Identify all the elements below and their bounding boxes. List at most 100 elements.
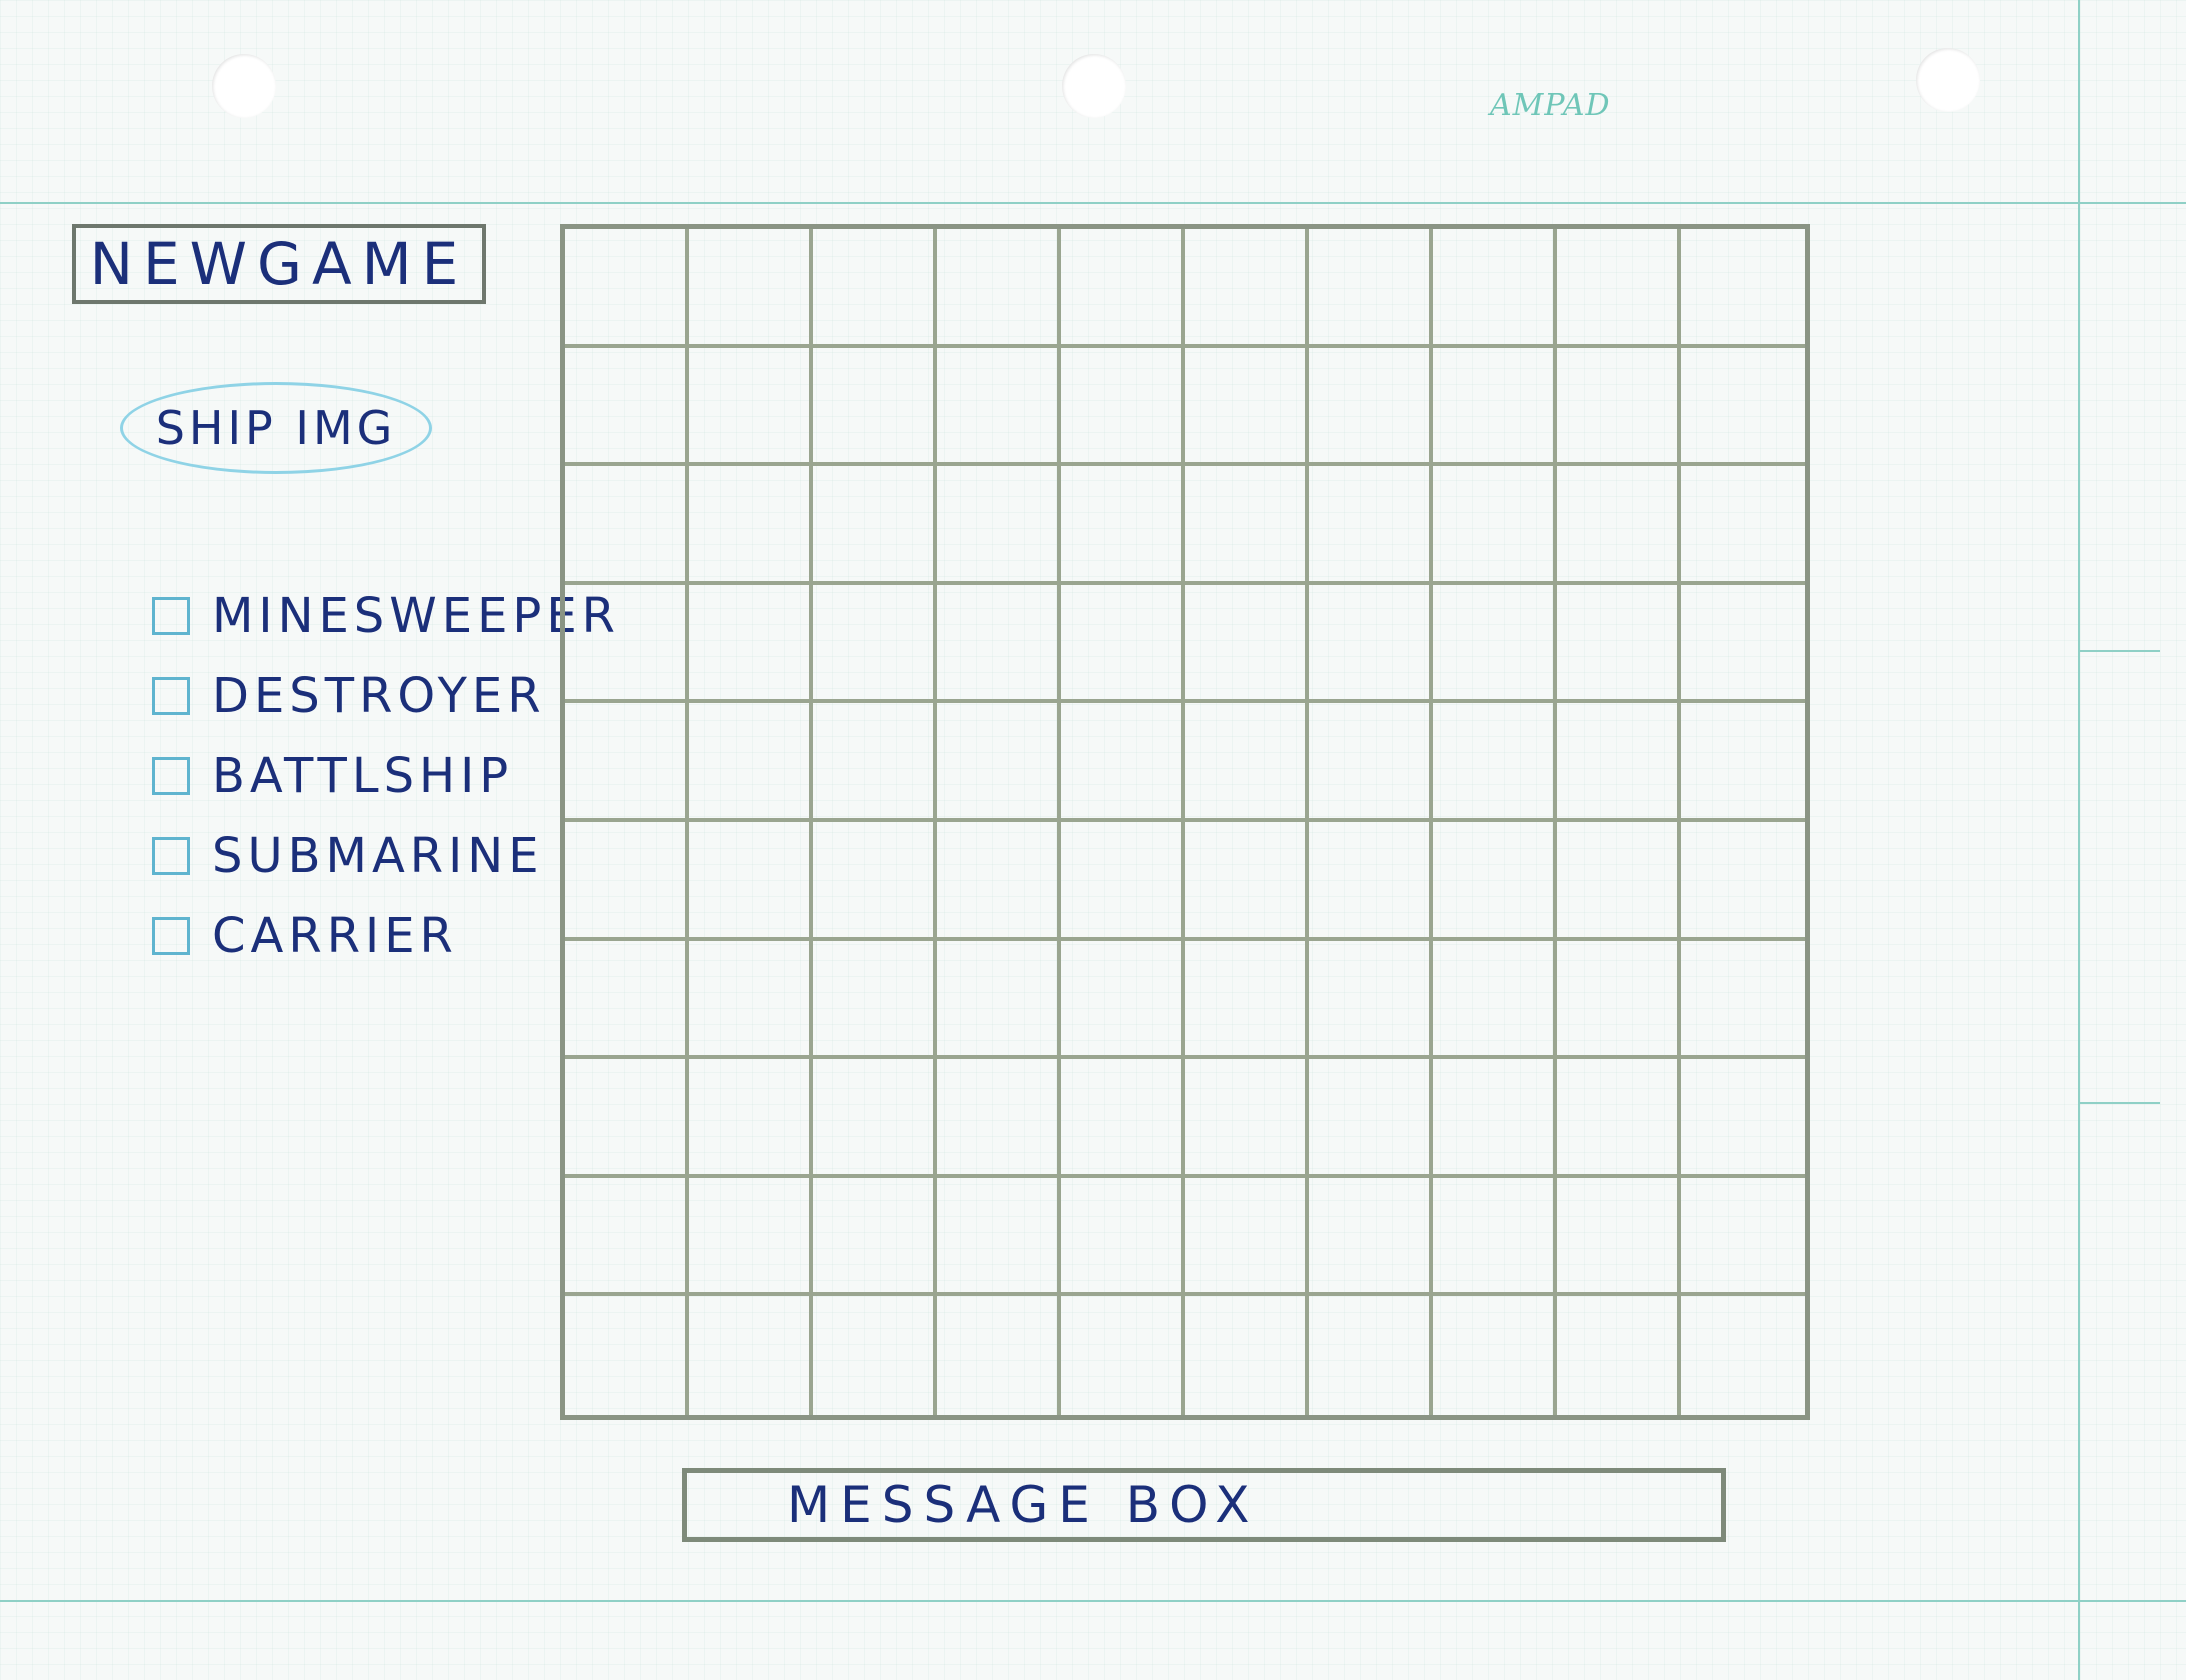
board-cell[interactable] (1309, 940, 1433, 1060)
board-cell[interactable] (1185, 1059, 1309, 1178)
checkbox[interactable] (152, 677, 190, 715)
new-game-button[interactable]: NEWGAME (72, 224, 486, 304)
ship-option-destroyer[interactable]: DESTROYER (152, 656, 620, 736)
board-cell[interactable] (813, 1177, 937, 1297)
board-cell[interactable] (1681, 585, 1805, 704)
board-cell[interactable] (1557, 1177, 1681, 1297)
board-cell[interactable] (689, 940, 813, 1060)
board-cell[interactable] (1309, 1177, 1433, 1297)
board-cell[interactable] (1557, 347, 1681, 467)
board-cell[interactable] (1557, 940, 1681, 1060)
board-cell[interactable] (937, 703, 1061, 822)
board-cell[interactable] (1185, 466, 1309, 585)
board-cell[interactable] (1309, 703, 1433, 822)
board-cell[interactable] (937, 1177, 1061, 1297)
board-cell[interactable] (1681, 822, 1805, 941)
board-cell[interactable] (1681, 703, 1805, 822)
board-cell[interactable] (1309, 1296, 1433, 1415)
board-cell[interactable] (1061, 347, 1185, 467)
board-cell[interactable] (1309, 821, 1433, 941)
board-cell[interactable] (937, 466, 1061, 585)
board-cell[interactable] (1433, 347, 1557, 467)
board-cell[interactable] (1309, 1059, 1433, 1178)
board-cell[interactable] (1185, 940, 1309, 1060)
board-cell[interactable] (1433, 1296, 1557, 1415)
board-cell[interactable] (565, 584, 689, 704)
ship-option-submarine[interactable]: SUBMARINE (152, 816, 620, 896)
board-cell[interactable] (1681, 1178, 1805, 1297)
board-cell[interactable] (1433, 1059, 1557, 1178)
board-cell[interactable] (813, 940, 937, 1060)
board-cell[interactable] (1681, 1059, 1805, 1178)
board-cell[interactable] (813, 821, 937, 941)
board-cell[interactable] (1185, 1296, 1309, 1415)
board-cell[interactable] (689, 347, 813, 467)
board-cell[interactable] (689, 1296, 813, 1415)
board-cell[interactable] (1433, 940, 1557, 1060)
board-cell[interactable] (1681, 1296, 1805, 1415)
board-cell[interactable] (1557, 1059, 1681, 1178)
board-cell[interactable] (813, 229, 937, 348)
board-cell[interactable] (1185, 1177, 1309, 1297)
board-cell[interactable] (1061, 1059, 1185, 1178)
board-cell[interactable] (1185, 229, 1309, 348)
board-cell[interactable] (689, 1059, 813, 1178)
board-cell[interactable] (1433, 821, 1557, 941)
board-cell[interactable] (1681, 348, 1805, 467)
board-cell[interactable] (689, 466, 813, 585)
board-cell[interactable] (1309, 466, 1433, 585)
board-cell[interactable] (689, 821, 813, 941)
board-cell[interactable] (1061, 466, 1185, 585)
board-cell[interactable] (813, 466, 937, 585)
board-cell[interactable] (937, 1296, 1061, 1415)
checkbox[interactable] (152, 837, 190, 875)
board-cell[interactable] (1681, 229, 1805, 348)
board-cell[interactable] (813, 703, 937, 822)
checkbox[interactable] (152, 757, 190, 795)
board-cell[interactable] (1061, 1177, 1185, 1297)
board-cell[interactable] (565, 1296, 689, 1415)
board-cell[interactable] (565, 1059, 689, 1178)
board-cell[interactable] (937, 584, 1061, 704)
board-cell[interactable] (937, 940, 1061, 1060)
board-cell[interactable] (565, 703, 689, 822)
board-cell[interactable] (1185, 584, 1309, 704)
board-cell[interactable] (1185, 347, 1309, 467)
board-cell[interactable] (1309, 229, 1433, 348)
board-cell[interactable] (1557, 466, 1681, 585)
board-cell[interactable] (1309, 584, 1433, 704)
board-cell[interactable] (813, 347, 937, 467)
board-cell[interactable] (1557, 584, 1681, 704)
board-cell[interactable] (1557, 1296, 1681, 1415)
board-cell[interactable] (1433, 584, 1557, 704)
board-cell[interactable] (1557, 229, 1681, 348)
board-cell[interactable] (813, 1059, 937, 1178)
board-cell[interactable] (565, 940, 689, 1060)
board-cell[interactable] (1433, 229, 1557, 348)
board-cell[interactable] (1061, 940, 1185, 1060)
board-cell[interactable] (1433, 466, 1557, 585)
board-cell[interactable] (1061, 703, 1185, 822)
board-cell[interactable] (1061, 584, 1185, 704)
board-cell[interactable] (1433, 703, 1557, 822)
ship-option-carrier[interactable]: CARRIER (152, 896, 620, 976)
checkbox[interactable] (152, 597, 190, 635)
board-cell[interactable] (937, 347, 1061, 467)
board-cell[interactable] (813, 584, 937, 704)
board-cell[interactable] (937, 821, 1061, 941)
board-cell[interactable] (689, 584, 813, 704)
board-cell[interactable] (1557, 821, 1681, 941)
board-cell[interactable] (689, 703, 813, 822)
board-cell[interactable] (1185, 821, 1309, 941)
board-cell[interactable] (1433, 1177, 1557, 1297)
board-cell[interactable] (1061, 229, 1185, 348)
board-cell[interactable] (813, 1296, 937, 1415)
board-cell[interactable] (689, 229, 813, 348)
board-cell[interactable] (565, 229, 689, 348)
board-cell[interactable] (1309, 347, 1433, 467)
ship-option-battleship[interactable]: BATTLSHIP (152, 736, 620, 816)
board-cell[interactable] (1681, 941, 1805, 1060)
ship-option-minesweeper[interactable]: MINESWEEPER (152, 576, 620, 656)
board-cell[interactable] (1681, 466, 1805, 585)
board-cell[interactable] (1061, 821, 1185, 941)
